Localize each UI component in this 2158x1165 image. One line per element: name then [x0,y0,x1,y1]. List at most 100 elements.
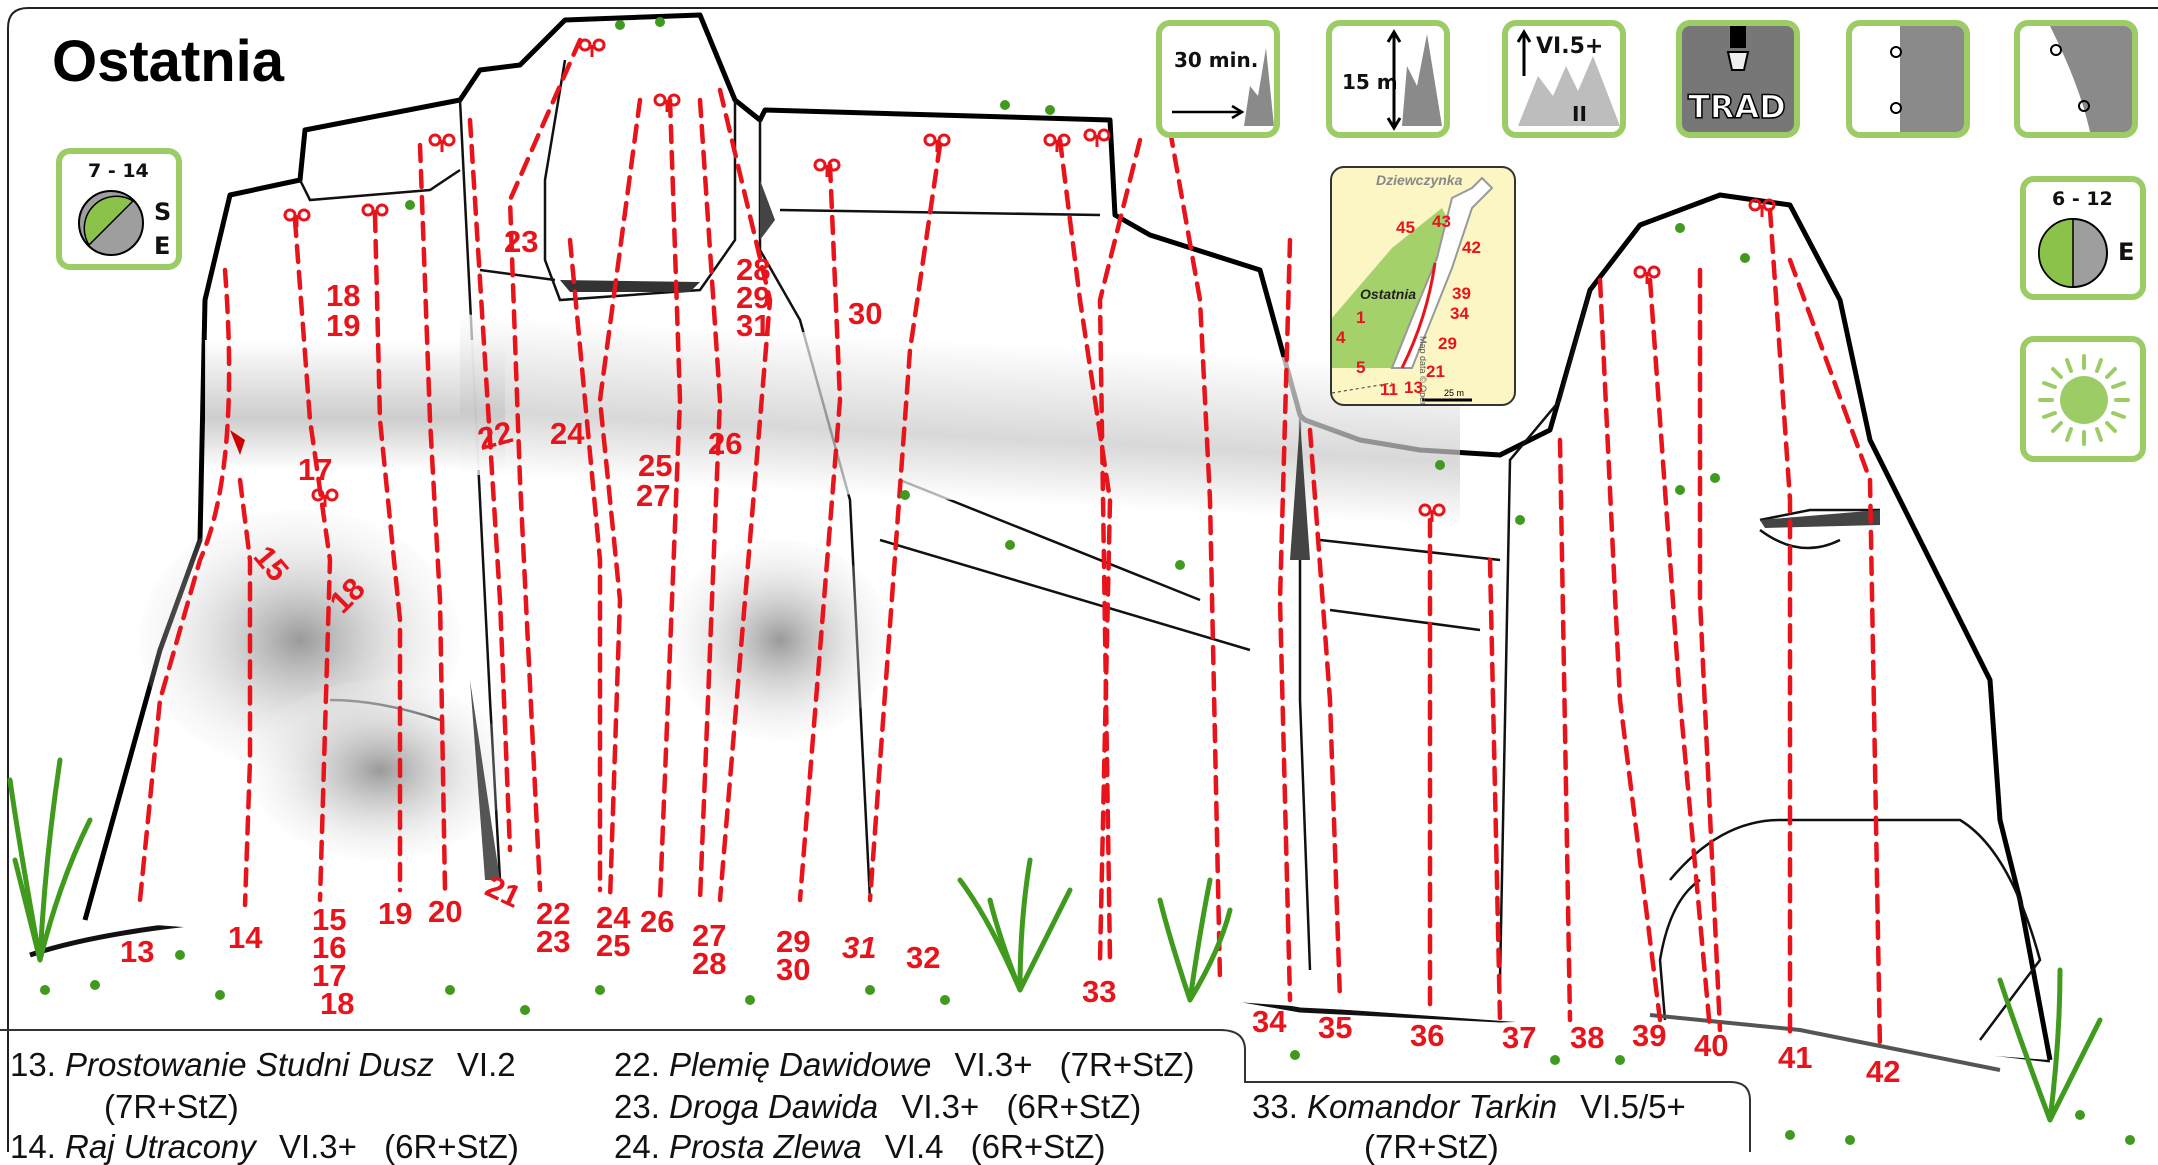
legend-bolts: (6R+StZ) [1006,1088,1142,1125]
legend-bolts: (7R+StZ) [104,1088,239,1125]
route-label: 27 [692,918,727,953]
legend-number: 14. [10,1128,56,1165]
rock-outline [82,12,2053,1061]
route-label: 26 [708,426,743,461]
route-label: 20 [428,894,463,929]
legend-route-name: Prostowanie Studni Dusz [65,1046,434,1083]
route-label: 14 [228,920,263,955]
legend-route-name: Droga Dawida [669,1088,879,1125]
route-label: 26 [640,904,675,939]
map-num: 39 [1452,284,1471,303]
legend-item-cont: (7R+StZ) [1364,1130,1499,1163]
aspect-dir2-left: E [154,232,171,260]
map-num: 45 [1396,218,1415,237]
route-label: 31 [736,308,771,343]
legend-frame [0,1029,1751,1152]
route-label: 27 [636,478,671,513]
height-label: 15 m [1342,70,1398,94]
ground-boulder-line [1649,1013,2001,1072]
map-num: 5 [1356,358,1366,377]
aspect-badge-right: 6 - 12 E [2020,176,2146,300]
legend-grade: VI.2 [456,1046,516,1083]
route-label: 18 [320,986,355,1021]
route-label: 32 [906,940,941,975]
page-frame [7,7,2158,1152]
legend-item: 23. Droga Dawida VI.3+ (6R+StZ) [614,1090,1141,1123]
legend-item: 22. Plemię Dawidowe VI.3+ (7R+StZ) [614,1048,1194,1081]
grade-range-icon: VI.5+ II [1502,20,1626,138]
approach-time-label: 30 min. [1174,48,1259,72]
trad-label: TRAD [1687,87,1786,127]
sun-clock-icon [78,190,144,256]
legend-bolts: (7R+StZ) [1059,1046,1195,1083]
route-label: 22 [536,896,571,931]
map-num: 1 [1356,308,1366,327]
approach-time-icon: 30 min. [1156,20,1280,138]
bolted-face-icon [1846,20,1970,138]
route-label: 41 [1778,1040,1813,1075]
height-icon: 15 m [1326,20,1450,138]
sun-exposure-badge [2020,336,2146,462]
route-label: 42 [1866,1054,1901,1089]
map-title: Dziewczynka [1376,172,1463,188]
map-scale: 25 m [1444,388,1465,398]
route-label: 31 [842,930,877,965]
map-num: 21 [1426,362,1445,381]
map-num: 4 [1336,328,1346,347]
map-num: 29 [1438,334,1457,353]
route-label: 40 [1694,1028,1729,1063]
legend-route-name: Prosta Zlewa [669,1128,862,1165]
route-label: 39 [1632,1018,1667,1053]
route-label: 19 [326,308,361,343]
route-lines [137,37,1883,1053]
route-label: 15 [312,902,347,937]
aspect-badge-left: 7 - 14 S E [56,148,182,270]
map-num: 42 [1462,238,1481,257]
legend-item: 33. Komandor Tarkin VI.5/5+ [1252,1090,1686,1123]
legend-item-cont: (7R+StZ) [104,1090,239,1123]
sun-icon [2038,354,2130,446]
route-label: 13 [120,934,155,969]
legend-number: 22. [614,1046,660,1083]
map-num: 11 [1380,380,1398,399]
legend-route-name: Raj Utracony [65,1128,256,1165]
aspect-dir1-right: E [2118,238,2135,266]
route-label: 29 [736,280,771,315]
route-label: 24 [550,416,585,451]
route-label: 17 [298,452,333,487]
map-num: 13 [1404,378,1423,397]
anchor-icons [283,38,1776,522]
legend-item: 13. Prostowanie Studni Dusz VI.2 [10,1048,516,1081]
small-grass-icons [40,17,2135,1145]
legend-grade: VI.3+ [278,1128,357,1165]
grade-max-label: VI.5+ [1536,34,1604,59]
map-crag-label: Ostatnia [1360,286,1417,302]
route-label: 24 [596,900,631,935]
legend-number: 24. [614,1128,660,1165]
route-label: 28 [736,252,771,287]
route-label: 25 [638,448,673,483]
trad-protection-icon: TRAD [1676,20,1800,138]
route-label: 23 [504,224,539,259]
legend-number: 33. [1252,1088,1298,1125]
crag-title: Ostatnia [52,29,285,94]
route-label: 25 [596,928,631,963]
route-label: 37 [1502,1020,1537,1055]
location-map: Dziewczynka Ostatnia Map data © OpenStre… [1330,166,1516,406]
route-label: 33 [1082,974,1117,1009]
aspect-hours-right: 6 - 12 [2052,188,2113,210]
route-label: 34 [1252,1004,1287,1039]
map-num: 43 [1432,212,1451,231]
legend-number: 13. [10,1046,56,1083]
legend-grade: VI.5/5+ [1580,1088,1686,1125]
route-label: 19 [378,896,413,931]
legend-grade: VI.4 [884,1128,944,1165]
legend-route-name: Komandor Tarkin [1307,1088,1558,1125]
aspect-hours-left: 7 - 14 [88,160,149,182]
route-label: 30 [848,296,883,331]
legend-number: 23. [614,1088,660,1125]
route-label: 29 [776,924,811,959]
sun-clock-icon-right [2038,218,2108,288]
legend-bolts: (6R+StZ) [970,1128,1106,1165]
